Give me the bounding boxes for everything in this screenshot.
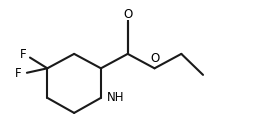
Text: O: O [150,52,159,65]
Text: O: O [123,8,132,21]
Text: F: F [20,48,26,61]
Text: NH: NH [107,91,125,104]
Text: F: F [15,67,21,80]
